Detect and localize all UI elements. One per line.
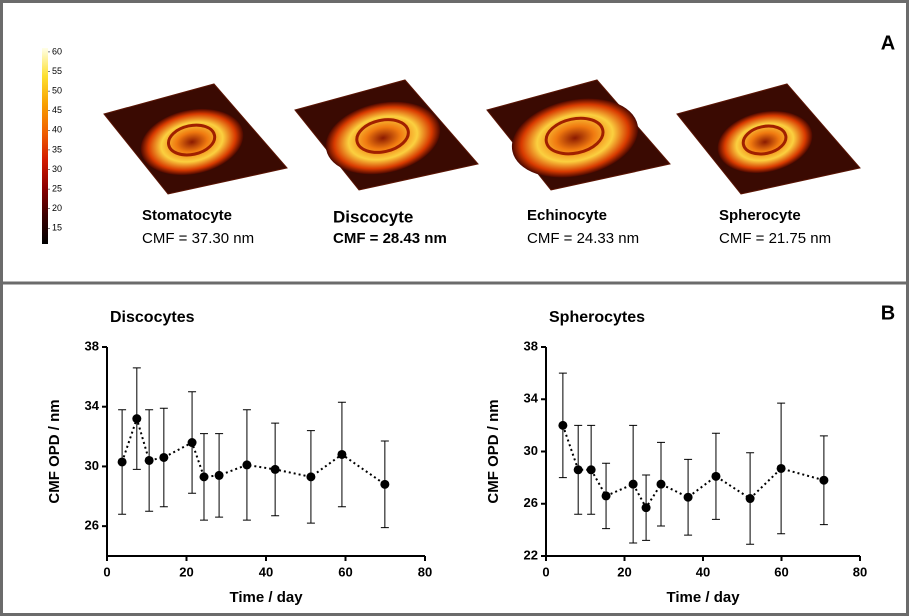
data-point	[117, 457, 127, 467]
colorbar-tick-label: 50	[52, 85, 62, 95]
cell-surface	[140, 108, 244, 176]
y-tick-label: 34	[85, 398, 100, 413]
y-tick-label: 34	[524, 391, 539, 406]
cell-cmf: CMF = 37.30 nm	[142, 230, 254, 247]
cell-surface	[717, 111, 813, 173]
colorbar-tick-label: 45	[52, 105, 62, 115]
y-tick-label: 26	[524, 495, 538, 510]
x-tick-label: 80	[853, 564, 867, 579]
colorbar-tick-label: 40	[52, 125, 62, 135]
data-point	[586, 465, 596, 475]
x-tick-label: 80	[418, 564, 432, 579]
data-point	[199, 472, 209, 482]
data-point	[132, 414, 142, 424]
x-tick-label: 20	[179, 564, 193, 579]
x-tick-label: 0	[103, 564, 110, 579]
data-point	[270, 464, 280, 474]
data-point	[337, 449, 347, 459]
data-point	[187, 438, 197, 448]
x-axis-label: Time / day	[229, 589, 303, 606]
cell-surface	[325, 101, 441, 175]
y-tick-label: 38	[524, 338, 538, 353]
data-line	[561, 425, 825, 510]
data-point	[641, 503, 651, 513]
data-point	[745, 494, 755, 504]
colorbar-tick-label: 15	[52, 223, 62, 233]
x-axis-label: Time / day	[666, 589, 740, 606]
data-line	[121, 415, 386, 486]
cell-surface-ring	[741, 124, 788, 156]
chart-title: Discocytes	[110, 309, 195, 326]
cell-surface	[511, 98, 639, 178]
cell-surface-ring	[167, 123, 217, 157]
colorbar-tick-label: 55	[52, 66, 62, 76]
data-point	[628, 479, 638, 489]
cell-name: Spherocyte	[719, 207, 801, 224]
data-point	[683, 492, 693, 502]
y-tick-label: 22	[524, 547, 538, 562]
data-point	[601, 491, 611, 501]
cell-cmf: CMF = 21.75 nm	[719, 230, 831, 247]
x-tick-label: 20	[617, 564, 631, 579]
y-axis-label: CMF OPD / nm	[485, 399, 502, 503]
cell-name: Stomatocyte	[142, 207, 232, 224]
data-point	[776, 463, 786, 473]
x-tick-label: 0	[542, 564, 549, 579]
colorbar-tick-label: 35	[52, 144, 62, 154]
x-tick-label: 40	[696, 564, 710, 579]
colorbar-tick-label: 25	[52, 183, 62, 193]
x-tick-label: 60	[338, 564, 352, 579]
y-tick-label: 30	[524, 443, 538, 458]
y-tick-label: 26	[85, 518, 99, 533]
cell-cmf: CMF = 24.33 nm	[527, 230, 639, 247]
cell-name: Echinocyte	[527, 207, 607, 224]
data-point	[214, 470, 224, 480]
colorbar-tick-label: 30	[52, 164, 62, 174]
y-tick-label: 30	[85, 458, 99, 473]
data-point	[573, 465, 583, 475]
cell-name: Discocyte	[333, 207, 413, 226]
colorbar	[42, 48, 48, 244]
data-point	[242, 460, 252, 470]
data-point	[558, 420, 568, 430]
data-point	[159, 452, 169, 462]
cell-cmf: CMF = 28.43 nm	[333, 230, 447, 247]
data-point	[144, 455, 154, 465]
cell-surface-ring	[544, 116, 605, 156]
colorbar-tick-label: 60	[52, 46, 62, 56]
x-tick-label: 60	[774, 564, 788, 579]
y-tick-label: 38	[85, 338, 99, 353]
data-point	[380, 479, 390, 489]
y-axis-label: CMF OPD / nm	[46, 399, 63, 503]
chart-title: Spherocytes	[549, 309, 645, 326]
cell-surface-ring	[355, 118, 410, 154]
data-point	[819, 475, 829, 485]
data-point	[656, 479, 666, 489]
data-point	[711, 471, 721, 481]
panel-label: B	[881, 302, 895, 324]
data-point	[306, 472, 316, 482]
panel-label: A	[881, 32, 895, 54]
x-tick-label: 40	[259, 564, 273, 579]
colorbar-tick-label: 20	[52, 203, 62, 213]
